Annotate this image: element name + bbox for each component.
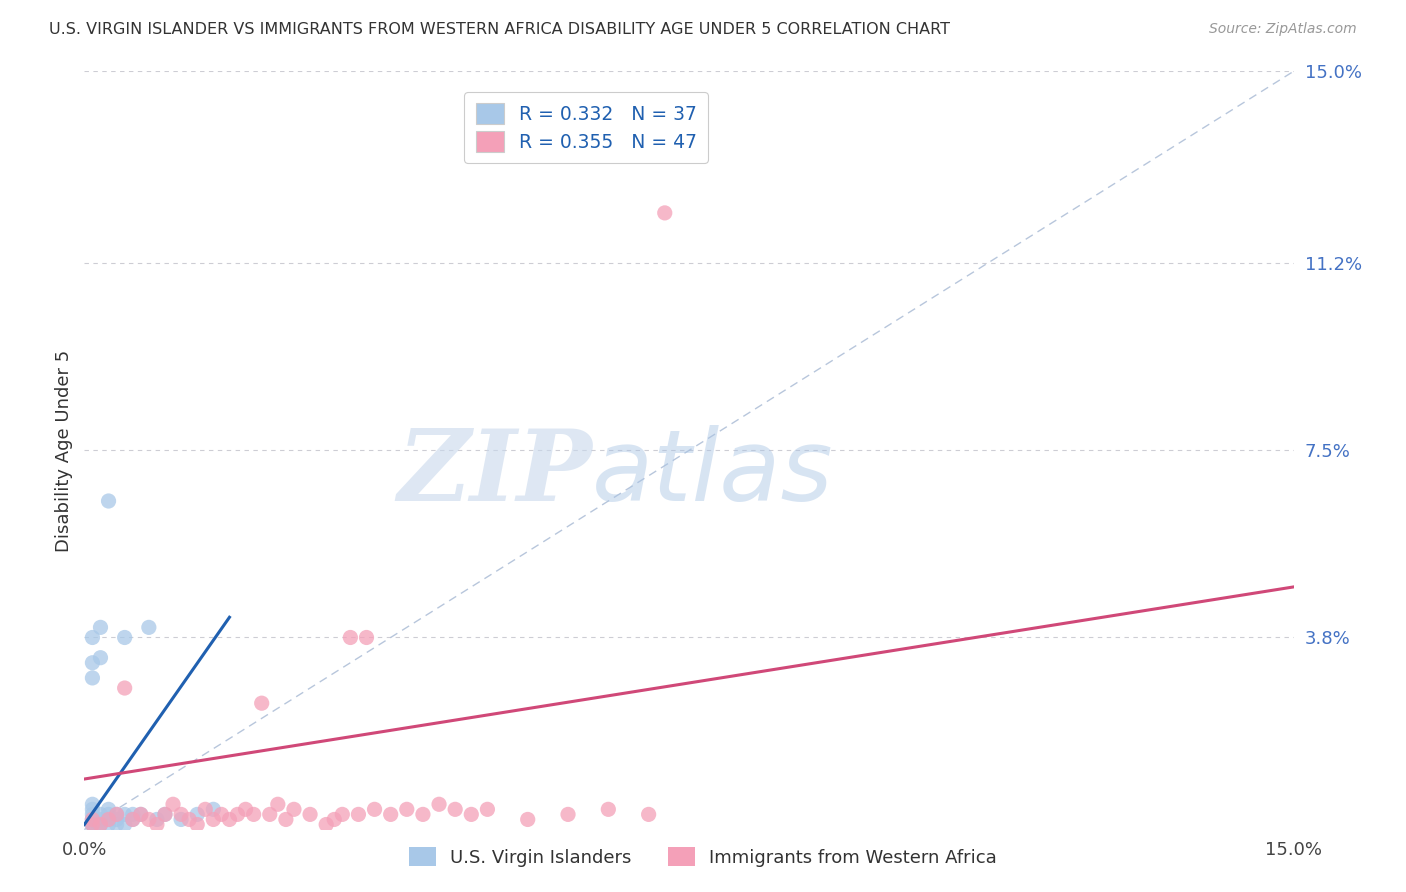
Point <box>105 817 128 831</box>
Point <box>380 807 402 822</box>
Point <box>267 797 290 812</box>
Text: atlas: atlas <box>592 425 834 522</box>
Point <box>89 620 111 634</box>
Point <box>153 807 176 822</box>
Point <box>114 631 136 645</box>
Point <box>330 807 353 822</box>
Point <box>105 813 128 827</box>
Point <box>598 802 620 816</box>
Point <box>97 813 120 827</box>
Point <box>460 807 482 822</box>
Point <box>226 807 249 822</box>
Point <box>114 681 136 695</box>
Point <box>170 813 193 827</box>
Point <box>82 817 104 831</box>
Text: ZIP: ZIP <box>398 425 592 522</box>
Point <box>242 807 264 822</box>
Point <box>82 802 104 816</box>
Point <box>82 807 104 822</box>
Point <box>82 813 104 827</box>
Point <box>250 696 273 710</box>
Point <box>89 807 111 822</box>
Point <box>114 817 136 831</box>
Point <box>105 807 128 822</box>
Y-axis label: Disability Age Under 5: Disability Age Under 5 <box>55 350 73 551</box>
Point <box>114 807 136 822</box>
Point <box>202 813 225 827</box>
Point <box>170 807 193 822</box>
Point <box>97 813 120 827</box>
Point <box>323 813 346 827</box>
Point <box>339 631 361 645</box>
Point <box>89 817 111 831</box>
Point <box>477 802 499 816</box>
Point <box>82 656 104 670</box>
Point <box>315 817 337 831</box>
Point <box>259 807 281 822</box>
Point <box>235 802 257 816</box>
Point <box>179 813 201 827</box>
Point <box>121 807 143 822</box>
Point <box>82 817 104 831</box>
Point <box>162 797 184 812</box>
Text: Source: ZipAtlas.com: Source: ZipAtlas.com <box>1209 22 1357 37</box>
Point <box>654 206 676 220</box>
Point <box>209 807 232 822</box>
Point <box>97 802 120 816</box>
Point <box>82 797 104 812</box>
Point <box>89 813 111 827</box>
Point <box>427 797 450 812</box>
Point <box>274 813 297 827</box>
Point <box>637 807 659 822</box>
Point <box>363 802 385 816</box>
Point <box>82 671 104 685</box>
Point <box>121 813 143 827</box>
Point <box>153 807 176 822</box>
Point <box>105 807 128 822</box>
Point <box>356 631 378 645</box>
Point <box>283 802 305 816</box>
Point <box>444 802 467 816</box>
Point <box>89 817 111 831</box>
Point <box>129 807 152 822</box>
Point <box>146 813 169 827</box>
Point <box>129 807 152 822</box>
Point <box>395 802 418 816</box>
Point <box>97 494 120 508</box>
Point <box>121 813 143 827</box>
Point <box>186 807 208 822</box>
Point <box>138 620 160 634</box>
Point <box>82 631 104 645</box>
Point <box>97 817 120 831</box>
Point <box>82 813 104 827</box>
Point <box>82 817 104 831</box>
Point <box>299 807 322 822</box>
Point <box>97 807 120 822</box>
Point <box>557 807 579 822</box>
Point <box>347 807 370 822</box>
Point <box>516 813 538 827</box>
Legend: U.S. Virgin Islanders, Immigrants from Western Africa: U.S. Virgin Islanders, Immigrants from W… <box>402 840 1004 874</box>
Point <box>146 817 169 831</box>
Point <box>412 807 434 822</box>
Point <box>82 817 104 831</box>
Point <box>186 817 208 831</box>
Text: U.S. VIRGIN ISLANDER VS IMMIGRANTS FROM WESTERN AFRICA DISABILITY AGE UNDER 5 CO: U.S. VIRGIN ISLANDER VS IMMIGRANTS FROM … <box>49 22 950 37</box>
Point <box>218 813 240 827</box>
Point <box>202 802 225 816</box>
Point <box>82 813 104 827</box>
Point <box>194 802 217 816</box>
Legend: R = 0.332   N = 37, R = 0.355   N = 47: R = 0.332 N = 37, R = 0.355 N = 47 <box>464 92 709 163</box>
Point <box>89 650 111 665</box>
Point <box>138 813 160 827</box>
Point <box>89 817 111 831</box>
